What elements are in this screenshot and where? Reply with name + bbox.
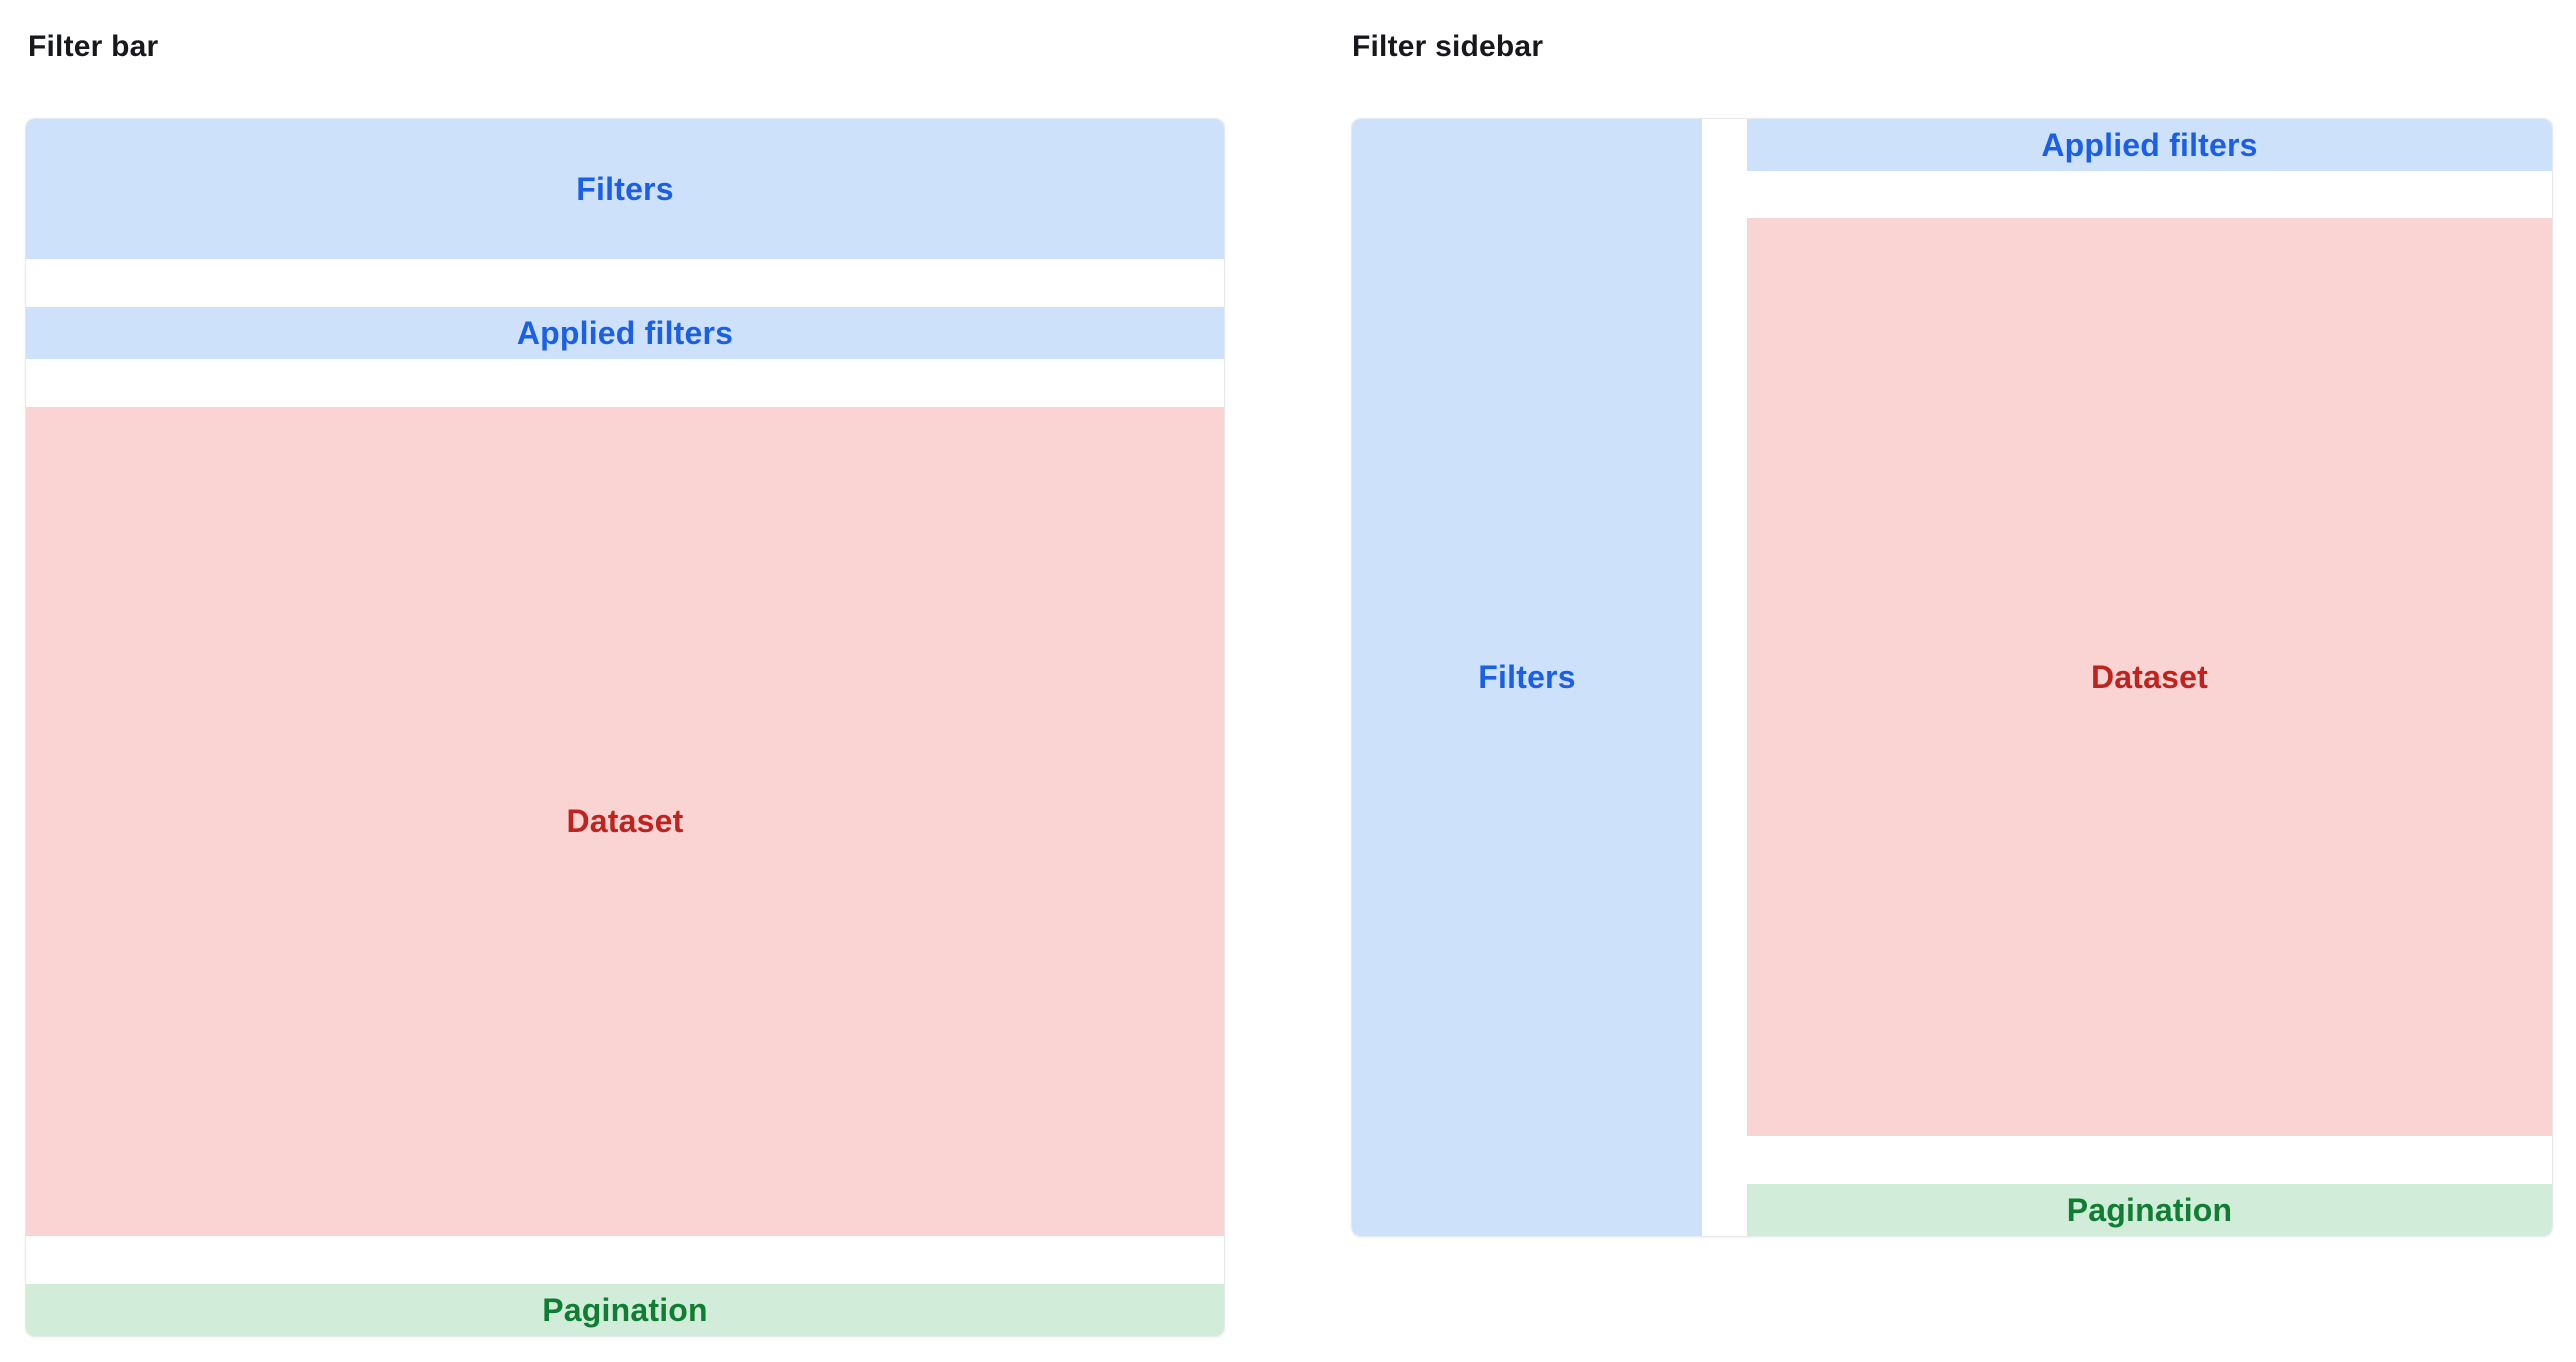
filter-bar-layout-frame: Filters Applied filters Dataset Paginati… bbox=[25, 118, 1225, 1337]
filter-sidebar-layout-frame: Filters Applied filters Dataset Paginati… bbox=[1351, 118, 2553, 1237]
applied-filters-block: Applied filters bbox=[1747, 119, 2552, 171]
dataset-block-label: Dataset bbox=[2090, 658, 2208, 695]
pagination-block: Pagination bbox=[1747, 1184, 2552, 1236]
applied-filters-block-label: Applied filters bbox=[516, 314, 734, 351]
pagination-block-label: Pagination bbox=[2066, 1191, 2233, 1228]
filters-sidebar-block: Filters bbox=[1352, 119, 1702, 1236]
dataset-block: Dataset bbox=[1747, 218, 2552, 1136]
pagination-block: Pagination bbox=[26, 1284, 1224, 1336]
filters-block-label: Filters bbox=[576, 170, 674, 207]
dataset-block: Dataset bbox=[26, 407, 1224, 1236]
filter-sidebar-heading: Filter sidebar bbox=[1352, 30, 1544, 63]
filters-block: Filters bbox=[26, 119, 1224, 259]
filter-bar-heading: Filter bar bbox=[28, 30, 159, 63]
filters-sidebar-block-label: Filters bbox=[1478, 659, 1576, 695]
applied-filters-block-label: Applied filters bbox=[2041, 126, 2258, 163]
pagination-block-label: Pagination bbox=[542, 1291, 708, 1328]
applied-filters-block: Applied filters bbox=[26, 307, 1224, 359]
dataset-block-label: Dataset bbox=[566, 803, 684, 839]
content-column: Applied filters Dataset Pagination bbox=[1747, 119, 2552, 1236]
